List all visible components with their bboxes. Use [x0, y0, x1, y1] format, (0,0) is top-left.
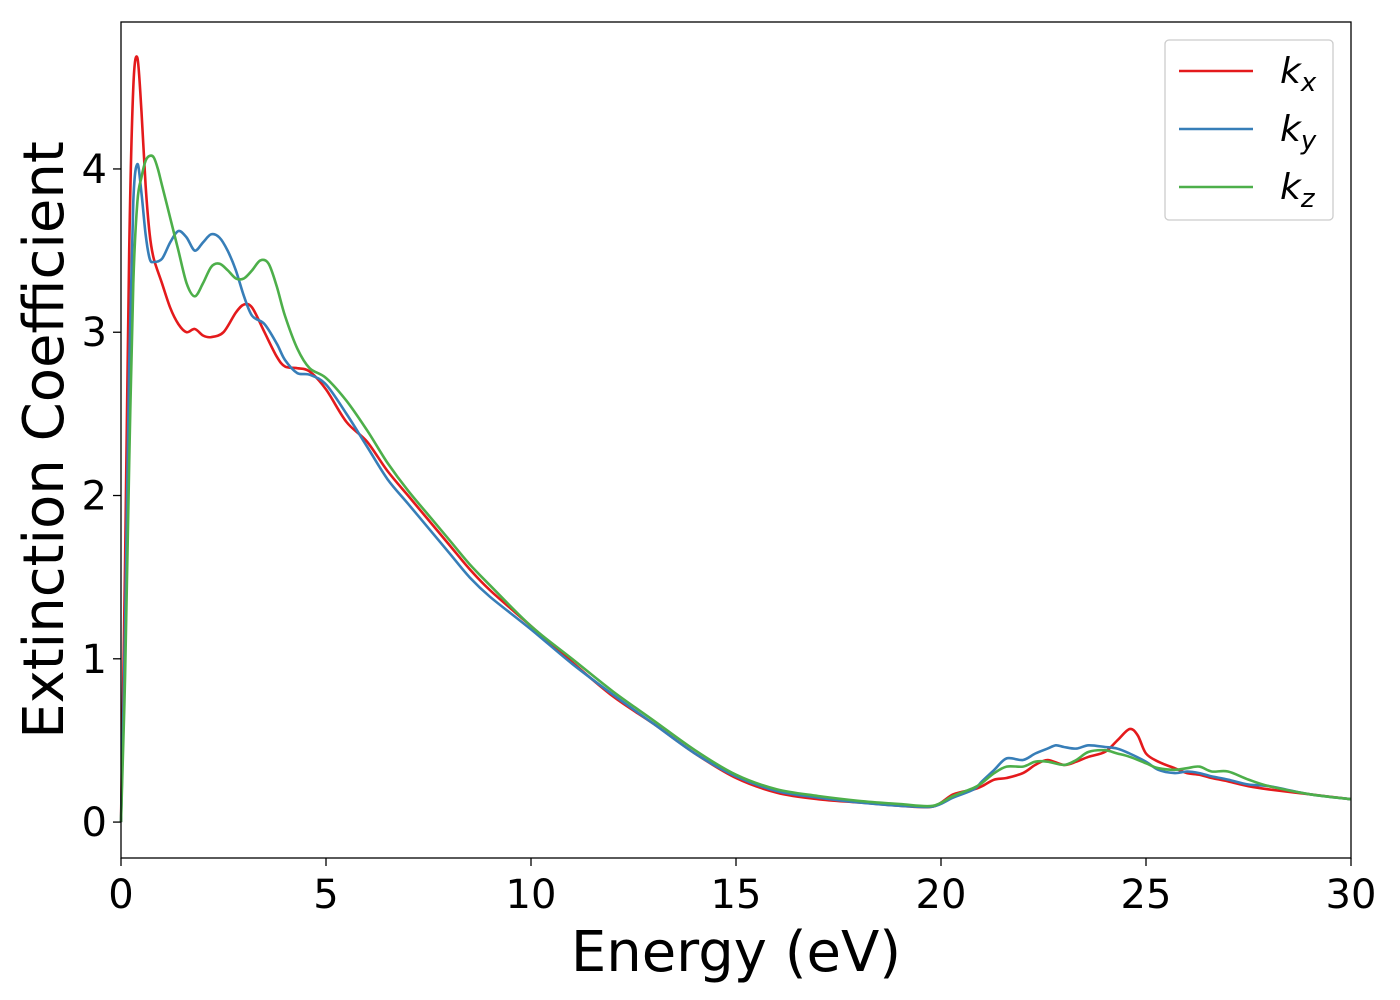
series-line-kz: [119, 154, 1352, 823]
y-tick-label: 4: [82, 147, 107, 193]
x-tick-label: 10: [506, 872, 557, 918]
x-tick-label: 20: [916, 872, 967, 918]
y-tick-label: 1: [82, 637, 107, 683]
y-axis: 0 1 2 3 4: [82, 147, 121, 846]
series-line-ky: [119, 162, 1352, 823]
legend-label-kx: kx: [1280, 51, 1317, 98]
y-tick-label: 2: [82, 474, 107, 520]
series-layer: [119, 55, 1352, 823]
x-tick-label: 0: [108, 872, 133, 918]
x-axis-title: Energy (eV): [571, 920, 901, 985]
legend: kx ky kz: [1164, 39, 1334, 221]
x-tick-label: 30: [1326, 872, 1377, 918]
y-tick-label: 3: [82, 310, 107, 356]
y-axis-title: Extinction Coefficient: [12, 141, 77, 739]
legend-label-kz: kz: [1280, 167, 1316, 214]
y-tick-label: 0: [82, 800, 107, 846]
legend-label-ky: ky: [1280, 109, 1317, 156]
x-tick-label: 5: [313, 872, 338, 918]
x-tick-label: 15: [711, 872, 762, 918]
x-tick-label: 25: [1121, 872, 1172, 918]
x-axis: 0 5 10 15 20 25 30: [108, 858, 1376, 918]
